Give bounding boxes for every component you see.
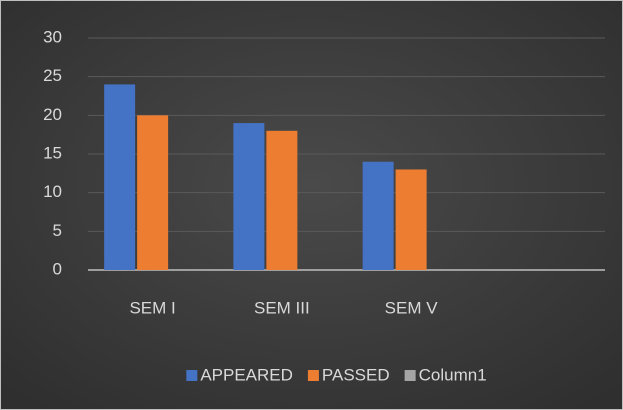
y-tick-label: 15 <box>43 143 62 162</box>
y-tick-label: 25 <box>43 66 62 85</box>
bar <box>233 123 265 270</box>
legend-swatch <box>307 370 319 381</box>
x-tick-label: SEM I <box>129 298 175 317</box>
legend-label: Column1 <box>419 365 487 384</box>
bar <box>104 84 136 271</box>
legend-swatch <box>186 370 198 381</box>
y-tick-label: 5 <box>53 221 62 240</box>
x-tick-label: SEM III <box>254 298 310 317</box>
y-tick-label: 0 <box>53 259 62 278</box>
bar <box>266 130 298 270</box>
bar <box>137 115 169 270</box>
legend-label: APPEARED <box>200 365 293 384</box>
y-tick-label: 10 <box>43 182 62 201</box>
legend-swatch <box>404 370 416 381</box>
bar <box>395 169 427 270</box>
legend-label: PASSED <box>322 365 390 384</box>
x-tick-label: SEM V <box>385 298 439 317</box>
y-tick-label: 20 <box>43 105 62 124</box>
bar <box>362 161 394 270</box>
y-tick-label: 30 <box>43 27 62 46</box>
